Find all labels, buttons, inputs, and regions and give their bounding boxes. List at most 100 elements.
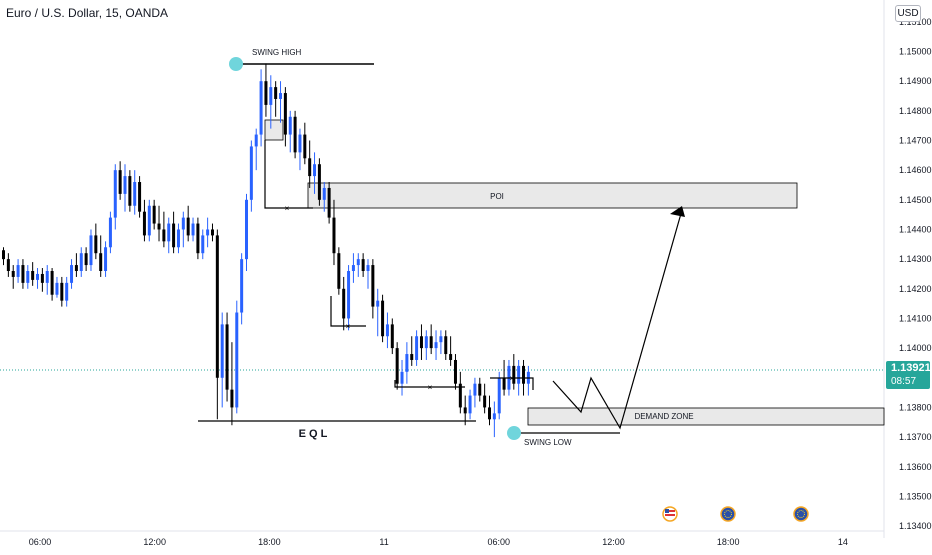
candle [308,140,312,188]
bos-x-1: × [285,204,290,213]
eql-label: E Q L [299,428,328,440]
candle-body [415,336,419,360]
candle-body [332,217,336,254]
candle [410,336,414,366]
candle [133,170,137,215]
candle [264,63,268,117]
candle [181,211,185,248]
candle [429,324,433,355]
candle [142,199,146,242]
projection-arrowhead [670,206,685,217]
candle-body [240,259,244,313]
candle [424,330,428,360]
candle-body [347,271,351,319]
candle [6,253,10,277]
flag-us-icon[interactable] [662,506,678,522]
candle-body [488,407,491,420]
swing-high-label: SWING HIGH [252,48,302,57]
swing-low-label: SWING LOW [524,438,572,447]
candle [361,253,365,277]
candle-body [478,383,482,396]
candle-body [74,265,78,271]
candle-body [84,253,88,266]
price-tick-label: 1.13400 [899,521,932,531]
price-tick-label: 1.14300 [899,254,932,264]
swing-high-marker [229,57,243,71]
currency-button[interactable]: USD [895,5,921,22]
candle [104,241,108,277]
candle-body [172,223,176,248]
bos-x-2: × [346,322,351,331]
candle-body [468,395,472,414]
candle-body [210,229,214,236]
projection-path [552,209,683,430]
candle [249,140,253,212]
candle-body [167,223,171,242]
candle [473,377,477,408]
candle [50,268,54,301]
price-tick-label: 1.13800 [899,402,932,412]
candle [152,199,156,230]
candle-body [473,383,477,396]
candle [60,276,64,307]
candle [21,259,25,289]
candle [113,164,117,230]
candle [162,211,166,248]
candle-body [147,205,151,236]
choch-x: × [510,374,515,383]
price-tick-label: 1.13700 [899,432,932,442]
candle [381,294,385,343]
candle-body [512,365,516,384]
candle [123,164,127,212]
candle [327,182,331,224]
candle-body [453,359,457,384]
candle [11,265,15,289]
price-tick-label: 1.14400 [899,224,932,234]
bos-line-3 [394,380,465,388]
candle-body [376,300,380,307]
candle-body [434,342,438,349]
candle [220,312,224,408]
bos-line-1 [264,140,313,209]
price-axis[interactable]: 1.151001.150001.149001.148001.147001.146… [883,0,932,538]
time-axis[interactable]: 06:00 12:00 18:00 11 06:00 12:00 18:00 14 [0,530,884,547]
candle [259,69,263,147]
drawings: SWING HIGH × × × × E Q L SWING LOW [198,48,685,447]
candle [332,199,336,266]
candle-body [152,205,156,224]
candle [512,354,516,390]
current-price-value: 1.13921 [891,362,931,374]
economic-events[interactable] [662,506,809,522]
candle-body [424,336,428,349]
candle [40,268,44,292]
candle-body [65,282,69,301]
candle-body [293,116,297,153]
flag-eu-icon[interactable] [720,506,736,522]
candle [94,223,98,260]
candle [376,288,380,337]
candle-body [458,383,462,408]
demand-zone-label: DEMAND ZONE [634,412,693,421]
candle [196,217,200,260]
price-tick-label: 1.14900 [899,76,932,86]
candle [99,235,103,277]
candle [419,324,423,360]
candle-body [502,377,506,390]
candle-body [317,164,321,200]
candle-body [21,265,25,283]
candle-body [162,229,166,242]
candle-body [2,250,5,260]
candle-body [60,282,64,301]
candle-body [390,324,394,349]
candle [366,259,370,289]
time-tick-label: 06:00 [29,537,52,547]
flag-eu-icon[interactable] [793,506,809,522]
price-tick-label: 1.14100 [899,313,932,323]
candle-body [327,187,331,218]
candle-body [337,253,341,289]
time-tick-label: 12:00 [602,537,625,547]
candle [167,217,171,254]
swing-low-marker [507,426,521,440]
